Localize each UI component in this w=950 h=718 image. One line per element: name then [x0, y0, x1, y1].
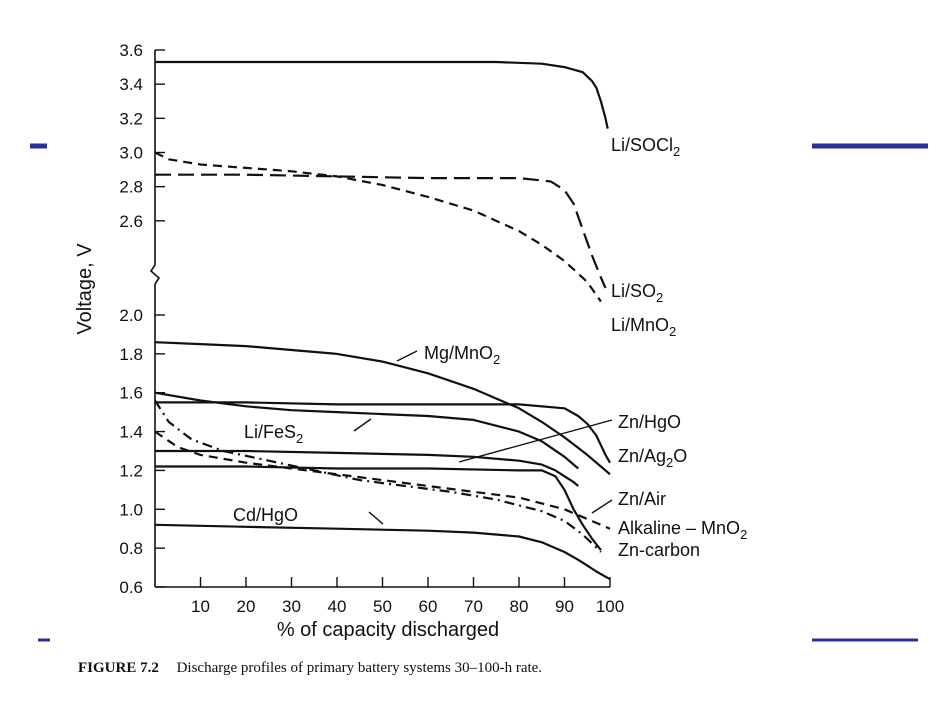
x-tick-label: 40	[328, 597, 347, 616]
series-line-li-so	[155, 173, 607, 289]
y-tick-label: 3.6	[119, 41, 143, 60]
series-labels: Li/SOCl2 Li/SO2 Li/MnO2 Mg/MnO2 Li/FeS2 Zn/Hg…	[233, 135, 747, 560]
caption-label: FIGURE 7.2	[78, 660, 159, 676]
series-label-zn-carbon: Zn-carbon	[618, 540, 700, 560]
series-line-li-socl	[155, 60, 609, 129]
series-line-li-fes	[154, 391, 579, 470]
series-label-li-mno: Li/MnO2	[611, 315, 676, 339]
x-tick-label: 100	[596, 597, 624, 616]
y-tick-label: 2.8	[119, 178, 143, 197]
x-axis-label: % of capacity discharged	[277, 619, 499, 641]
y-tick-label: 1.4	[119, 423, 143, 442]
series-line-zn-hgo	[155, 401, 611, 464]
series-label-li-fes: Li/FeS2	[244, 422, 303, 446]
series-line-zn-air	[155, 465, 602, 551]
y-tick-label: 1.6	[119, 384, 143, 403]
leader-cd-hgo	[368, 511, 384, 525]
chart-axes: 3.6 3.4 3.2 3.0 2.8 2.6 2.0 1.8 1.6 1.4 1.2 1.0 0.8 0…	[119, 41, 624, 616]
x-tick-label: 30	[282, 597, 301, 616]
series-label-cd-hgo: Cd/HgO	[233, 505, 298, 525]
series-line-alkaline-mno	[154, 430, 611, 530]
series-layer	[154, 60, 611, 581]
figure-caption: FIGURE 7.2 Discharge profiles of primary…	[78, 660, 542, 676]
y-tick-label: 2.0	[119, 306, 143, 325]
series-line-zn-ag-o	[155, 449, 579, 487]
y-tick-label: 1.2	[119, 461, 143, 480]
x-tick-label: 50	[373, 597, 392, 616]
series-line-li-mno	[154, 151, 602, 303]
series-label-zn-hgo: Zn/HgO	[618, 412, 681, 432]
series-label-li-socl: Li/SOCl2	[611, 135, 680, 159]
y-tick-label: 3.2	[119, 109, 143, 128]
x-tick-label: 80	[510, 597, 529, 616]
leader-zn-hgo	[458, 419, 613, 463]
series-line-mg-mno	[154, 341, 611, 476]
y-tick-label: 1.0	[119, 500, 143, 519]
series-label-zn-ag-o: Zn/Ag2O	[618, 446, 687, 470]
y-axis-label: Voltage, V	[74, 243, 96, 335]
caption-text: Discharge profiles of primary battery sy…	[177, 660, 542, 676]
x-tick-label: 70	[464, 597, 483, 616]
axis-break-mark	[149, 264, 161, 285]
series-label-mg-mno: Mg/MnO2	[424, 343, 500, 367]
y-tick-label: 0.8	[119, 539, 143, 558]
leader-li-fes2	[353, 418, 372, 432]
y-tick-label: 3.4	[119, 75, 143, 94]
y-tick-label: 1.8	[119, 345, 143, 364]
y-tick-label: 3.0	[119, 144, 143, 163]
x-tick-label: 60	[419, 597, 438, 616]
y-tick-label: 2.6	[119, 212, 143, 231]
x-tick-label: 90	[555, 597, 574, 616]
leader-zn-air	[591, 499, 613, 514]
leader-mg-mno2	[396, 350, 418, 362]
series-label-li-so: Li/SO2	[611, 281, 663, 305]
x-tick-label: 10	[191, 597, 210, 616]
series-label-alkaline-mno: Alkaline – MnO2	[618, 518, 747, 542]
series-label-zn-air: Zn/Air	[618, 489, 666, 509]
x-tick-label: 20	[237, 597, 256, 616]
y-tick-label: 0.6	[119, 578, 143, 597]
series-line-zn-carbon	[154, 399, 602, 553]
series-line-cd-hgo	[154, 523, 611, 581]
